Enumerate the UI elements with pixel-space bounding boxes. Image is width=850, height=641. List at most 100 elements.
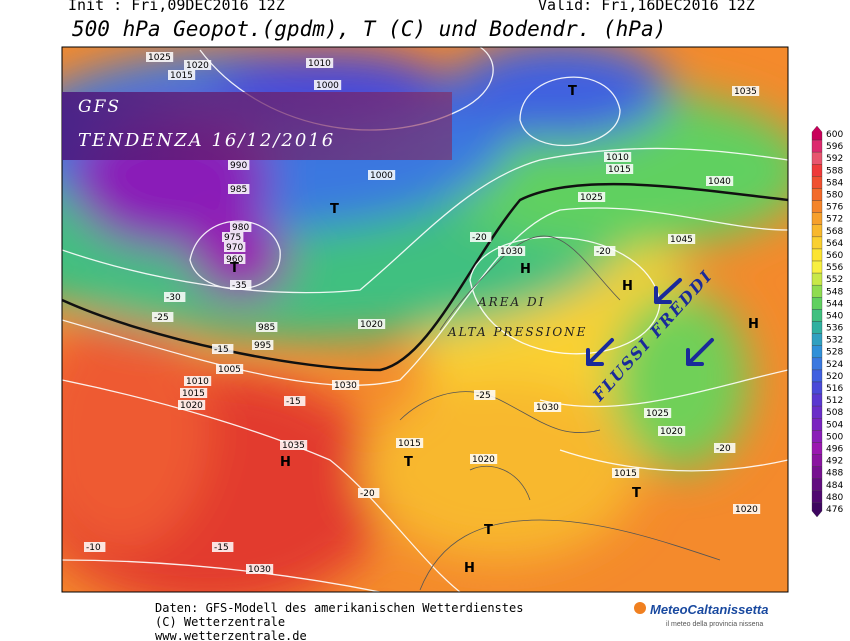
label-box (146, 52, 174, 62)
pressure-center: T (230, 261, 239, 276)
isobar-label: 1015 (614, 469, 637, 479)
logo: MeteoCaltanissetta (650, 602, 768, 617)
legend-swatch (811, 406, 823, 419)
legend-label: 484 (826, 481, 843, 491)
legend-swatch (811, 224, 823, 237)
legend-label: 520 (826, 372, 843, 382)
legend-label: 548 (826, 287, 843, 297)
label-box (84, 542, 106, 552)
legend-swatch (811, 248, 823, 262)
legend-label: 580 (826, 191, 843, 201)
label-box (306, 58, 334, 68)
isobar-label: 1020 (660, 427, 683, 437)
legend-label: 488 (826, 469, 843, 479)
pressure-center: H (622, 279, 633, 294)
legend-swatch (811, 285, 823, 298)
pressure-center: H (520, 262, 531, 277)
label-box (604, 152, 632, 162)
isobar-label: -20 (716, 444, 731, 454)
label-box (252, 340, 274, 350)
label-box (594, 246, 616, 256)
label-box (284, 396, 306, 406)
legend-label: 476 (826, 505, 843, 515)
label-box (164, 292, 186, 302)
legend-swatch (811, 381, 823, 395)
label-box (534, 402, 562, 412)
label-box (368, 170, 396, 180)
footer-line: www.wetterzentrale.de (155, 629, 307, 641)
legend-swatch (811, 152, 823, 165)
label-box (224, 242, 246, 252)
pressure-center: T (330, 202, 339, 217)
label-box (168, 70, 196, 80)
footer-line: (C) Wetterzentrale (155, 615, 285, 629)
label-box (498, 246, 526, 256)
legend-swatch (811, 430, 823, 443)
isobar-label: 1000 (370, 171, 393, 181)
isobar-label: 1010 (186, 377, 209, 387)
isobar-label: 1020 (180, 401, 203, 411)
isobar-label: 1025 (580, 193, 603, 203)
pressure-center: H (748, 317, 759, 332)
isobar-label: -25 (154, 313, 169, 323)
legend-label: 600 (826, 130, 843, 140)
label-box (212, 344, 234, 354)
pressure-center: T (404, 455, 413, 470)
isobar-label: 1040 (708, 177, 731, 187)
isobar-label: -20 (360, 489, 375, 499)
label-box (180, 388, 208, 398)
isobar-label: 1020 (186, 61, 209, 71)
footer-line: Daten: GFS-Modell des amerikanischen Wet… (155, 601, 523, 615)
isobar-label: 975 (224, 233, 241, 243)
legend-label: 504 (826, 420, 843, 430)
isobar-label: -15 (214, 345, 229, 355)
isobar-label: 1045 (670, 235, 693, 245)
label-box (228, 184, 250, 194)
isobar-label: 1030 (334, 381, 357, 391)
label-box (332, 380, 360, 390)
legend-label: 592 (826, 154, 843, 164)
legend-swatch (811, 357, 823, 371)
label-box (256, 322, 278, 332)
label-box (668, 234, 696, 244)
isobar-label: -10 (86, 543, 101, 553)
legend-label: 496 (826, 444, 843, 454)
legend-label: 540 (826, 311, 843, 321)
legend-swatch (811, 176, 823, 189)
legend-swatch (811, 188, 823, 201)
legend-label: 532 (826, 336, 843, 346)
legend-swatch (811, 297, 823, 310)
label-box (470, 232, 492, 242)
legend-label: 568 (826, 227, 843, 237)
label-box (216, 364, 244, 374)
isobar-label: 1030 (536, 403, 559, 413)
label-box (474, 390, 496, 400)
label-box (212, 542, 234, 552)
arrows (586, 278, 714, 366)
isobar-label: 1005 (218, 365, 241, 375)
pressure-center: T (632, 486, 641, 501)
label-box (606, 164, 634, 174)
isobar-label: -20 (472, 233, 487, 243)
legend-swatch (811, 236, 823, 250)
isobar-label: 990 (230, 161, 247, 171)
legend-label: 588 (826, 166, 843, 176)
legend-swatch (811, 393, 823, 407)
isobar-label: 1015 (608, 165, 631, 175)
pressure-center: T (484, 523, 493, 538)
isobar-label: 1015 (182, 389, 205, 399)
isobar-label: 1010 (606, 153, 629, 163)
legend-swatch (811, 321, 823, 334)
map-title: 500 hPa Geopot.(gpdm), T (C) und Bodendr… (72, 17, 666, 41)
legend-swatch (811, 454, 823, 467)
legend-swatch (811, 164, 823, 177)
isobar-label: -30 (166, 293, 181, 303)
isobar-label: -25 (476, 391, 491, 401)
isobar-label: 970 (226, 243, 243, 253)
label-box (246, 564, 274, 574)
label-box (396, 438, 424, 448)
legend-label: 516 (826, 384, 843, 394)
high-pressure-label: ALTA PRESSIONE (447, 325, 587, 339)
isobar-label: 960 (226, 255, 243, 265)
